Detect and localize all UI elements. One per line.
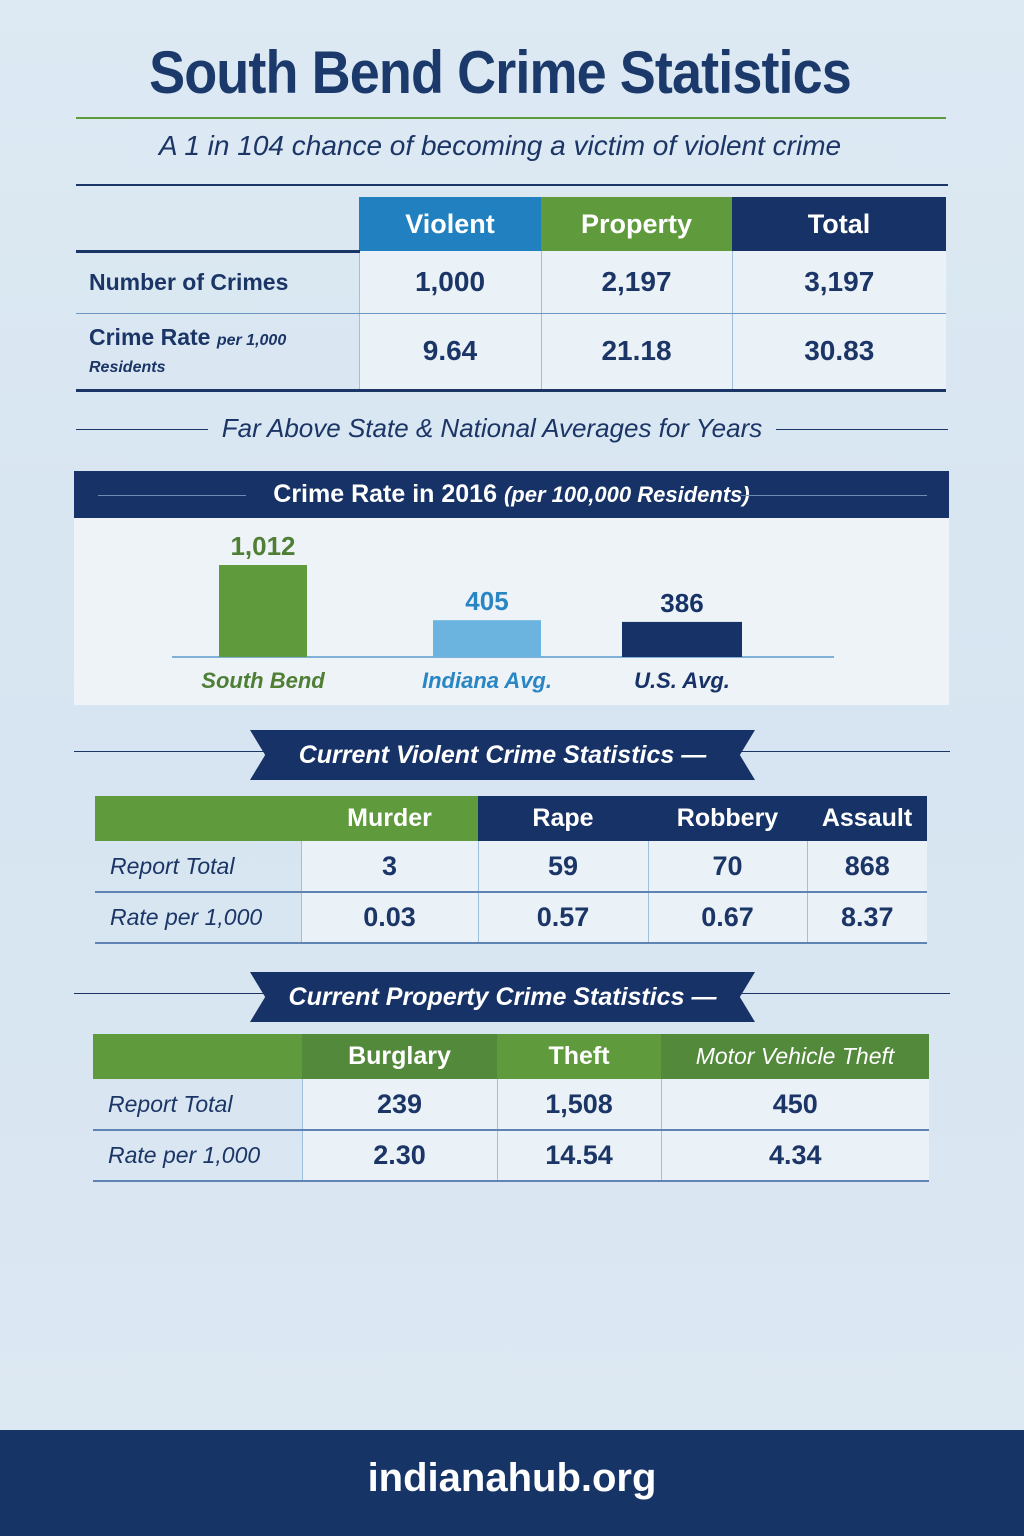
subtitle: A 1 in 104 chance of becoming a victim o…	[158, 130, 842, 161]
header-property: Property	[541, 197, 732, 251]
violent-heading-text: Current Violent Crime Statistics	[298, 741, 675, 769]
table-row: Number of Crimes 1,000 2,197 3,197	[76, 251, 946, 314]
row-label: Crime Rate per 1,000 Residents	[76, 313, 359, 392]
cell: 450	[660, 1079, 929, 1131]
header-motor-vehicle-theft: Motor Vehicle Theft	[661, 1034, 929, 1079]
table-row: Crime Rate per 1,000 Residents 9.64 21.1…	[76, 313, 946, 392]
table-row: Report Total 3 59 70 868	[95, 841, 927, 893]
header-assault: Assault	[807, 796, 927, 841]
data-label: 386	[660, 588, 703, 618]
bar	[622, 621, 742, 657]
cell: 3,197	[731, 251, 946, 314]
cell: 1,508	[496, 1079, 661, 1131]
divider	[76, 117, 946, 119]
header-total: Total	[732, 197, 946, 251]
data-label: 1,012	[230, 531, 295, 561]
header-robbery: Robbery	[648, 796, 807, 841]
cell: 21.18	[540, 313, 732, 392]
cell: 3	[300, 841, 478, 893]
table-row: Report Total 239 1,508 450	[93, 1079, 929, 1131]
data-label: 405	[465, 586, 508, 616]
header-burglary: Burglary	[302, 1034, 497, 1079]
category-label: Indiana Avg.	[422, 668, 552, 693]
footer: indianahub.org	[0, 1430, 1024, 1536]
bar	[219, 565, 307, 657]
category-label: South Bend	[201, 668, 325, 693]
divider	[76, 429, 208, 430]
bar	[433, 620, 541, 657]
header-rape: Rape	[478, 796, 648, 841]
summary-table: Violent Property Total Number of Crimes …	[76, 197, 946, 392]
cell: 70	[647, 841, 807, 893]
chart-title: Crime Rate in 2016	[273, 480, 497, 508]
row-label-suffix: per 1,000 Residents	[89, 332, 287, 376]
table-row: Rate per 1,000 2.30 14.54 4.34	[93, 1130, 929, 1182]
header-theft: Theft	[497, 1034, 661, 1079]
header-violent: Violent	[359, 197, 541, 251]
chart-panel: Crime Rate in 2016 (per 100,000 Resident…	[74, 471, 949, 705]
violent-table: Murder Rape Robbery Assault Report Total…	[95, 796, 927, 944]
row-label: Report Total	[93, 1079, 302, 1131]
cell: 2.30	[301, 1130, 497, 1182]
property-heading: Current Property Crime Statistics —	[250, 972, 755, 1022]
cell: 0.57	[477, 892, 648, 944]
divider	[776, 429, 948, 430]
cell: 868	[806, 841, 927, 893]
cell: 2,197	[540, 251, 732, 314]
row-label: Rate per 1,000	[93, 1130, 302, 1182]
violent-heading: Current Violent Crime Statistics —	[250, 730, 755, 780]
header-murder: Murder	[301, 796, 478, 841]
cell: 30.83	[731, 313, 946, 392]
chart-subtitle: (per 100,000 Residents)	[503, 482, 750, 507]
property-table: Burglary Theft Motor Vehicle Theft Repor…	[93, 1034, 929, 1182]
cell: 4.34	[660, 1130, 929, 1182]
cell: 0.67	[647, 892, 807, 944]
category-label: U.S. Avg.	[634, 668, 730, 693]
row-label-text: Crime Rate	[89, 324, 211, 350]
cell: 0.03	[300, 892, 478, 944]
row-label: Rate per 1,000	[95, 892, 301, 944]
page-title: South Bend Crime Statistics	[149, 39, 852, 106]
footer-site-link[interactable]: indianahub.org	[367, 1456, 657, 1500]
cell: 8.37	[806, 892, 927, 944]
row-label: Number of Crimes	[76, 251, 359, 314]
bar-chart: 1,012 South Bend 405 Indiana Avg. 386 U.S. Av…	[172, 531, 834, 693]
divider	[76, 184, 948, 186]
chart-header: Crime Rate in 2016 (per 100,000 Resident…	[74, 471, 949, 518]
table-row: Rate per 1,000 0.03 0.57 0.67 8.37	[95, 892, 927, 944]
property-heading-text: Current Property Crime Statistics	[288, 983, 685, 1011]
cell: 14.54	[496, 1130, 661, 1182]
row-label: Report Total	[95, 841, 301, 893]
section-heading: Far Above State & National Averages for …	[221, 413, 763, 443]
cell: 9.64	[358, 313, 541, 392]
cell: 239	[301, 1079, 497, 1131]
cell: 59	[477, 841, 648, 893]
cell: 1,000	[358, 251, 541, 314]
